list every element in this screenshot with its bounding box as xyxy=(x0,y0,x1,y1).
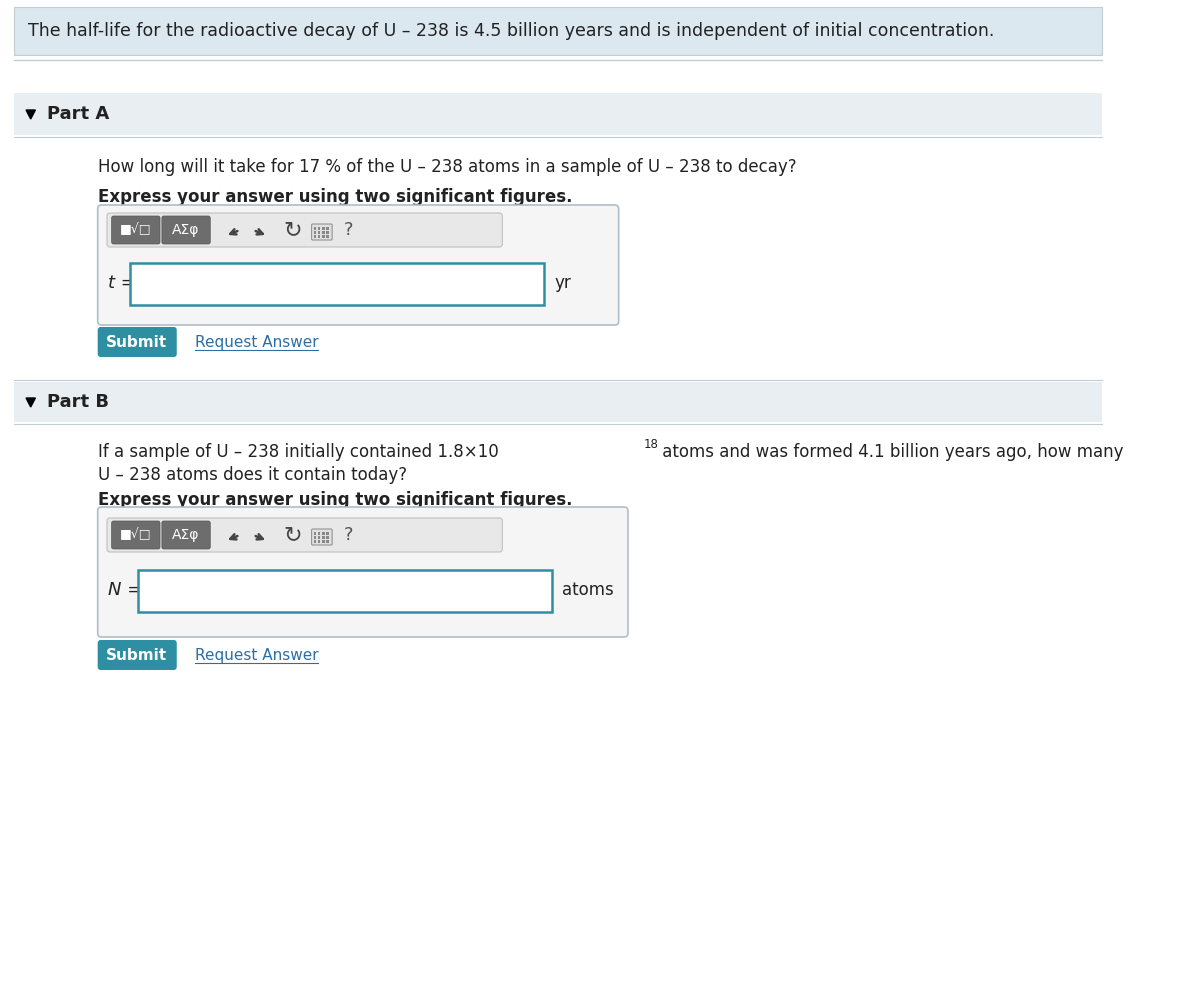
Bar xyxy=(131,263,545,305)
FancyBboxPatch shape xyxy=(162,521,210,549)
FancyBboxPatch shape xyxy=(312,224,332,240)
Bar xyxy=(326,532,329,535)
Text: Express your answer using two significant figures.: Express your answer using two significan… xyxy=(97,491,572,509)
Bar xyxy=(14,7,1103,55)
Bar xyxy=(326,536,329,539)
Polygon shape xyxy=(26,110,35,119)
Bar xyxy=(313,532,317,535)
Bar xyxy=(322,235,325,238)
Text: ?: ? xyxy=(344,221,354,239)
Bar xyxy=(318,532,320,535)
Text: Express your answer using two significant figures.: Express your answer using two significan… xyxy=(97,188,572,206)
Bar xyxy=(14,93,1103,135)
Text: ■√□: ■√□ xyxy=(120,529,151,542)
FancyBboxPatch shape xyxy=(162,216,210,244)
Bar xyxy=(326,540,329,543)
Text: t =: t = xyxy=(108,274,136,292)
Bar xyxy=(313,231,317,234)
Text: Part A: Part A xyxy=(47,105,109,123)
FancyBboxPatch shape xyxy=(112,216,160,244)
Bar xyxy=(322,536,325,539)
Text: ■√□: ■√□ xyxy=(120,223,151,236)
Text: 18: 18 xyxy=(643,437,659,450)
Text: Submit: Submit xyxy=(106,335,167,350)
Bar xyxy=(313,536,317,539)
Bar xyxy=(14,382,1103,422)
Text: Part B: Part B xyxy=(47,393,108,411)
Text: The half-life for the radioactive decay of U – 238 is 4.5 billion years and is i: The half-life for the radioactive decay … xyxy=(28,22,995,40)
Text: AΣφ: AΣφ xyxy=(173,223,199,237)
Text: AΣφ: AΣφ xyxy=(173,528,199,542)
Text: ↻: ↻ xyxy=(283,525,302,545)
Text: Submit: Submit xyxy=(106,647,167,662)
FancyBboxPatch shape xyxy=(97,507,628,637)
Bar xyxy=(138,570,552,612)
FancyBboxPatch shape xyxy=(97,205,619,325)
Text: ↻: ↻ xyxy=(283,220,302,240)
FancyBboxPatch shape xyxy=(107,518,503,552)
Bar xyxy=(313,540,317,543)
Text: yr: yr xyxy=(554,274,571,292)
Bar xyxy=(326,235,329,238)
Bar xyxy=(326,227,329,230)
Bar xyxy=(322,227,325,230)
Bar xyxy=(326,231,329,234)
Bar xyxy=(318,536,320,539)
Text: ?: ? xyxy=(344,526,354,544)
Text: Request Answer: Request Answer xyxy=(196,335,319,350)
FancyBboxPatch shape xyxy=(97,640,176,670)
Text: atoms and was formed 4.1 billion years ago, how many: atoms and was formed 4.1 billion years a… xyxy=(656,443,1123,461)
Bar xyxy=(318,540,320,543)
Text: N =: N = xyxy=(108,581,143,599)
Bar xyxy=(318,227,320,230)
Bar xyxy=(313,227,317,230)
Text: Request Answer: Request Answer xyxy=(196,647,319,662)
Bar xyxy=(322,540,325,543)
FancyBboxPatch shape xyxy=(107,213,503,247)
Polygon shape xyxy=(26,398,35,407)
Bar xyxy=(318,231,320,234)
Text: How long will it take for 17 % of the U – 238 atoms in a sample of U – 238 to de: How long will it take for 17 % of the U … xyxy=(97,158,797,176)
Bar xyxy=(322,532,325,535)
FancyBboxPatch shape xyxy=(97,327,176,357)
Bar xyxy=(318,235,320,238)
Text: atoms: atoms xyxy=(562,581,613,599)
FancyBboxPatch shape xyxy=(112,521,160,549)
Bar xyxy=(322,231,325,234)
FancyBboxPatch shape xyxy=(312,529,332,545)
Text: If a sample of U – 238 initially contained 1.8×10: If a sample of U – 238 initially contain… xyxy=(97,443,498,461)
Text: U – 238 atoms does it contain today?: U – 238 atoms does it contain today? xyxy=(97,466,407,484)
Bar xyxy=(313,235,317,238)
